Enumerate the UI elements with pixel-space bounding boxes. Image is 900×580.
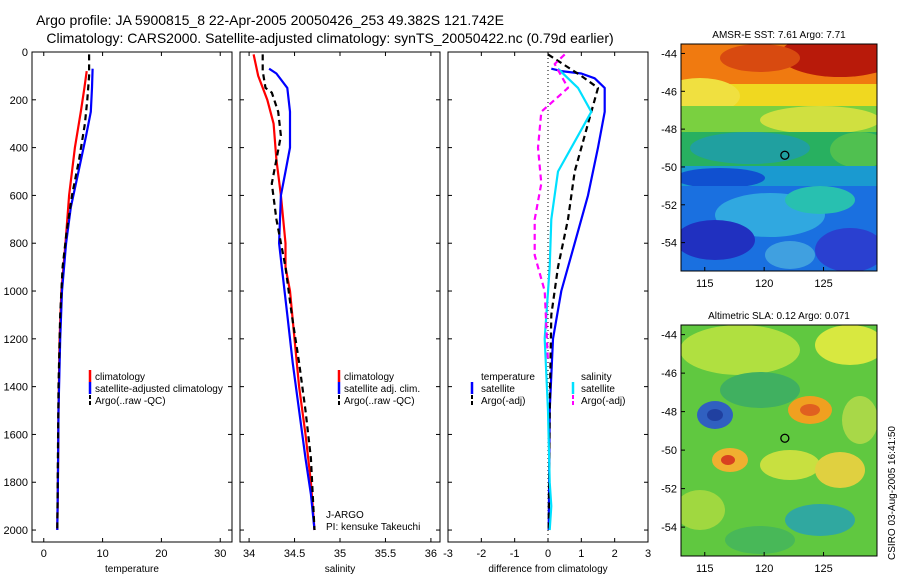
y-tick-label: 800: [10, 238, 28, 250]
map-x-tick-label: 115: [696, 278, 714, 290]
x-tick-label: -2: [476, 548, 486, 560]
legend-label-climatology: climatology: [95, 372, 145, 383]
salinity-axis-label: salinity: [325, 564, 356, 575]
credit-stamp: CSIRO 03-Aug-2005 16:41:50: [887, 426, 898, 560]
x-tick-label: 35: [334, 548, 346, 560]
legend-label-sal-argo: Argo(-adj): [581, 396, 625, 407]
series-line-salinity-satellite: [543, 67, 593, 531]
y-tick-label: 1200: [4, 334, 28, 346]
map-y-tick-label: -54: [661, 238, 677, 250]
series-line-satellite-adj-clim-: [268, 67, 316, 531]
map-y-tick-label: -46: [661, 86, 677, 98]
series-line-satellite-adjusted-climatology: [56, 68, 94, 531]
salinity-plot-frame: [239, 51, 441, 543]
sst-map-frame: [680, 43, 878, 272]
x-tick-label: 2: [612, 548, 618, 560]
x-tick-label: -1: [510, 548, 520, 560]
program-annotation: J-ARGO: [326, 510, 364, 521]
map-y-tick-label: -44: [661, 48, 677, 60]
map-y-tick-label: -48: [661, 407, 677, 419]
y-tick-label: 0: [22, 47, 28, 59]
legend-header-temperature: temperature: [481, 372, 535, 383]
pi-annotation: PI: kensuke Takeuchi: [326, 522, 420, 533]
y-tick-label: 1800: [4, 477, 28, 489]
map-y-tick-label: -50: [661, 445, 677, 457]
x-tick-label: 20: [155, 548, 167, 560]
series-line-climatology: [252, 54, 316, 531]
map-y-tick-label: -54: [661, 522, 677, 534]
y-tick-label: 200: [10, 95, 28, 107]
x-tick-label: 30: [214, 548, 226, 560]
chart-title-line-2: Climatology: CARS2000. Satellite-adjuste…: [46, 30, 614, 46]
x-tick-label: 0: [41, 548, 47, 560]
legend-label-sal-satellite: satellite: [581, 384, 615, 395]
legend-label-temp-argo: Argo(-adj): [481, 396, 525, 407]
x-tick-label: 10: [96, 548, 108, 560]
map-y-tick-label: -50: [661, 162, 677, 174]
y-tick-label: 1400: [4, 382, 28, 394]
x-tick-label: 3: [645, 548, 651, 560]
difference-axis-label: difference from climatology: [488, 564, 607, 575]
y-tick-label: 1000: [4, 286, 28, 298]
x-tick-label: 1: [578, 548, 584, 560]
profile-location-marker: [780, 150, 790, 160]
sst-map-title: AMSR-E SST: 7.61 Argo: 7.71: [712, 30, 846, 41]
x-tick-label: 36: [425, 548, 437, 560]
series-line-salinity-argo-adj-: [533, 53, 570, 363]
legend-label-argo: Argo(..raw -QC): [95, 396, 166, 407]
x-tick-label: 34.5: [284, 548, 305, 560]
map-x-tick-label: 125: [814, 563, 832, 575]
legend-label-climatology: climatology: [344, 372, 394, 383]
x-tick-label: 0: [545, 548, 551, 560]
legend-label-satellite-adjusted: satellite-adjusted climatology: [95, 384, 223, 395]
sst-heatmap: [681, 44, 877, 271]
map-x-tick-label: 115: [696, 563, 714, 575]
y-tick-label: 1600: [4, 429, 28, 441]
map-y-tick-label: -44: [661, 330, 677, 342]
series-line-argo-raw-qc-: [56, 54, 91, 531]
legend-label-argo: Argo(..raw -QC): [344, 396, 415, 407]
map-x-tick-label: 125: [814, 278, 832, 290]
legend-header-salinity: salinity: [581, 372, 612, 383]
series-line-argo-raw-qc-: [261, 54, 316, 531]
map-y-tick-label: -46: [661, 368, 677, 380]
x-tick-label: 35.5: [375, 548, 396, 560]
map-x-tick-label: 120: [755, 563, 773, 575]
y-tick-label: 2000: [4, 525, 28, 537]
temperature-plot-frame: [31, 51, 233, 543]
map-x-tick-label: 120: [755, 278, 773, 290]
sla-map-title: Altimetric SLA: 0.12 Argo: 0.071: [708, 311, 850, 322]
x-tick-label: 34: [243, 548, 255, 560]
map-y-tick-label: -52: [661, 200, 677, 212]
chart-title-line-1: Argo profile: JA 5900815_8 22-Apr-2005 2…: [36, 12, 504, 28]
legend-label-satellite-adj-clim: satellite adj. clim.: [344, 384, 420, 395]
y-tick-label: 400: [10, 143, 28, 155]
sla-heatmap: [681, 325, 877, 556]
series-line-temperature-argo-adj-: [547, 53, 600, 531]
legend-label-temp-satellite: satellite: [481, 384, 515, 395]
map-y-tick-label: -48: [661, 124, 677, 136]
map-y-tick-label: -52: [661, 484, 677, 496]
y-tick-label: 600: [10, 190, 28, 202]
profile-location-marker: [780, 433, 790, 443]
temperature-axis-label: temperature: [105, 564, 159, 575]
series-line-temperature-satellite: [547, 67, 606, 531]
x-tick-label: -3: [443, 548, 453, 560]
sla-map-frame: [680, 324, 878, 557]
